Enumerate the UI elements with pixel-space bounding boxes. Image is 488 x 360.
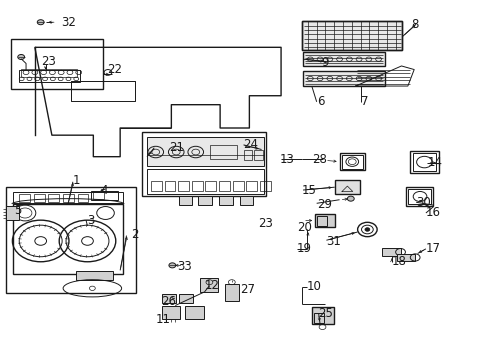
Text: 15: 15 (302, 184, 316, 197)
Bar (78, 194, 88, 202)
Bar (5, 187, 136, 293)
Text: 6: 6 (316, 95, 324, 108)
Bar (303, 52, 384, 66)
Circle shape (346, 196, 353, 201)
Bar (13, 192, 122, 203)
Bar (341, 154, 362, 169)
Bar (198, 196, 211, 205)
Bar (63, 194, 74, 202)
Bar (11, 39, 103, 89)
Bar (161, 306, 180, 319)
Bar (311, 307, 333, 324)
Bar (161, 294, 176, 303)
Bar (48, 194, 59, 202)
Text: 33: 33 (177, 260, 192, 273)
Bar (254, 149, 263, 160)
Text: 17: 17 (425, 242, 440, 255)
Bar (239, 196, 253, 205)
Text: 19: 19 (297, 242, 311, 255)
Text: 29: 29 (316, 198, 331, 211)
Circle shape (168, 263, 175, 268)
Bar (34, 194, 44, 202)
Bar (5, 206, 19, 220)
Bar (406, 187, 432, 206)
Text: 25: 25 (318, 307, 333, 320)
Bar (151, 181, 161, 192)
Circle shape (37, 20, 44, 25)
Bar (396, 253, 414, 261)
Bar (302, 21, 401, 50)
Text: 24: 24 (243, 138, 258, 151)
Text: 22: 22 (107, 63, 122, 76)
Text: 28: 28 (311, 153, 326, 166)
Bar (412, 153, 435, 171)
Bar (315, 214, 334, 227)
Bar (76, 271, 113, 280)
Text: 31: 31 (326, 235, 341, 248)
Text: 13: 13 (279, 153, 294, 166)
Bar (184, 306, 203, 319)
Bar (191, 181, 202, 192)
Text: 3: 3 (87, 214, 95, 227)
Text: 8: 8 (410, 18, 418, 31)
Text: 30: 30 (415, 196, 430, 209)
Text: 9: 9 (321, 56, 328, 69)
Bar (147, 168, 264, 194)
Bar (164, 181, 175, 192)
Bar (178, 294, 193, 303)
Bar (219, 181, 229, 192)
Text: 2: 2 (131, 228, 139, 241)
Text: 26: 26 (160, 295, 175, 308)
Bar (260, 181, 270, 192)
Text: 14: 14 (427, 156, 442, 169)
Bar (147, 137, 264, 166)
Text: 1: 1 (73, 174, 80, 187)
Bar (205, 181, 216, 192)
Text: 32: 32 (61, 17, 76, 30)
Circle shape (364, 228, 369, 231)
Bar (381, 248, 400, 256)
Bar (13, 204, 122, 274)
Text: 21: 21 (168, 141, 183, 154)
Bar (21, 69, 77, 77)
Bar (93, 192, 104, 199)
Bar (407, 189, 430, 204)
Bar (19, 194, 30, 202)
Bar (302, 21, 401, 50)
Bar (339, 153, 364, 170)
Bar (224, 284, 238, 301)
Bar (199, 278, 218, 292)
Text: 4: 4 (101, 184, 108, 197)
Bar (219, 196, 232, 205)
Bar (210, 145, 237, 159)
Bar (313, 313, 324, 323)
Bar (71, 81, 135, 101)
Text: 20: 20 (297, 221, 311, 234)
Bar (246, 181, 257, 192)
Text: 7: 7 (360, 95, 367, 108)
Text: 12: 12 (204, 279, 219, 292)
Bar (316, 216, 327, 226)
Bar (334, 180, 359, 194)
Bar (178, 181, 188, 192)
Bar (91, 191, 118, 200)
Text: 5: 5 (14, 204, 21, 217)
Text: 23: 23 (258, 217, 272, 230)
Circle shape (18, 54, 24, 59)
Bar (303, 71, 384, 86)
Text: 27: 27 (240, 283, 255, 296)
Text: 16: 16 (425, 207, 440, 220)
Bar (178, 196, 192, 205)
Bar (409, 151, 438, 173)
Bar (243, 149, 252, 160)
Text: 18: 18 (391, 255, 406, 268)
Bar (19, 70, 80, 82)
Text: 11: 11 (156, 312, 170, 326)
Bar (142, 132, 266, 196)
Text: 23: 23 (41, 55, 56, 68)
Text: 10: 10 (306, 280, 321, 293)
Bar (232, 181, 243, 192)
